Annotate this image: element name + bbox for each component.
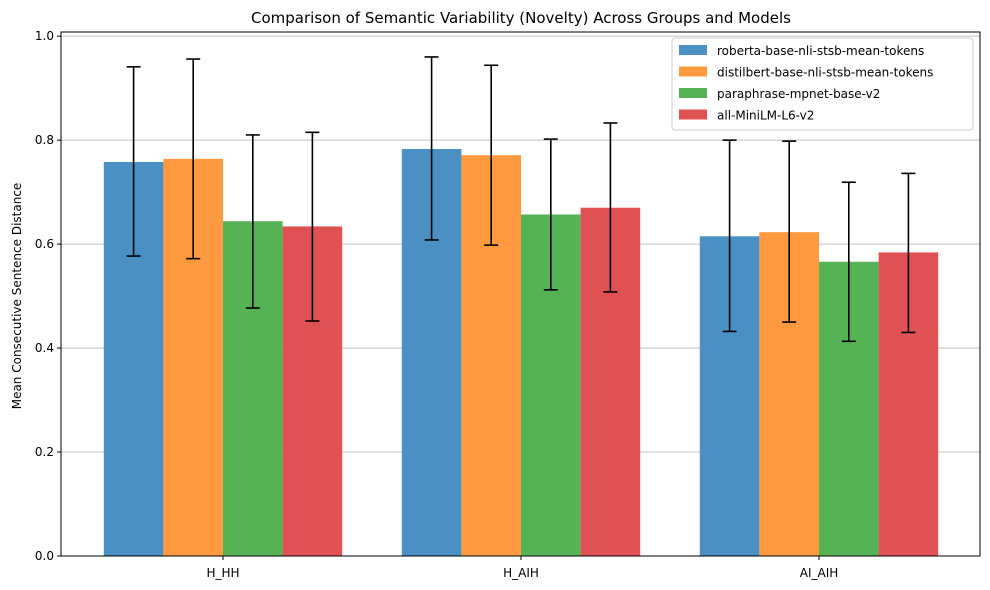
y-axis-label: Mean Consecutive Sentence Distance xyxy=(10,183,24,410)
legend-label: all-MiniLM-L6-v2 xyxy=(717,109,814,123)
legend-swatch xyxy=(679,66,707,77)
y-tick-label: 0.2 xyxy=(35,445,54,459)
y-axis: 0.0 0.2 0.4 0.6 0.8 1.0 xyxy=(35,29,61,563)
y-tick-label: 0.6 xyxy=(35,237,54,251)
error-bar-layer xyxy=(126,56,916,343)
x-tick-label: H_HH xyxy=(206,566,239,580)
bar-layer xyxy=(103,148,939,557)
chart-title: Comparison of Semantic Variability (Nove… xyxy=(251,9,791,27)
y-tick-label: 0.0 xyxy=(35,549,54,563)
legend-label: roberta-base-nli-stsb-mean-tokens xyxy=(717,44,924,58)
legend-label: paraphrase-mpnet-base-v2 xyxy=(717,87,880,101)
legend-swatch xyxy=(679,109,707,120)
y-tick-label: 0.4 xyxy=(35,341,54,355)
y-tick-label: 1.0 xyxy=(35,29,54,43)
x-tick-label: AI_AIH xyxy=(800,566,839,580)
legend-label: distilbert-base-nli-stsb-mean-tokens xyxy=(717,66,933,80)
x-axis: H_HH H_AIH AI_AIH xyxy=(206,556,838,580)
y-tick-label: 0.8 xyxy=(35,133,54,147)
x-tick-label: H_AIH xyxy=(503,566,539,580)
legend-swatch xyxy=(679,45,707,55)
legend-box xyxy=(671,37,974,131)
legend-swatch xyxy=(679,88,707,98)
legend: roberta-base-nli-stsb-mean-tokens distilb… xyxy=(671,37,974,131)
